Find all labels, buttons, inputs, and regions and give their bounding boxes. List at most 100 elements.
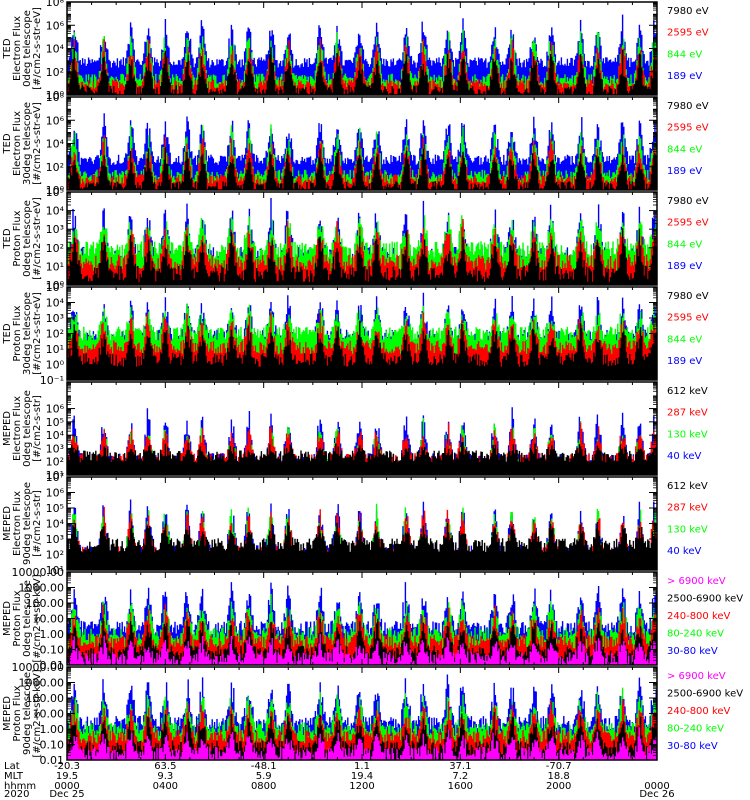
y-axis-label-line: 0deg telescope bbox=[22, 200, 33, 277]
legend-entry: 7980 eV bbox=[667, 101, 709, 112]
y-axis-label-line: [#/cm2-s-str-keV] bbox=[32, 669, 43, 757]
legend-entry: 240-800 keV bbox=[667, 611, 731, 622]
legend-entry: 30-80 keV bbox=[667, 646, 718, 657]
y-axis-label-line: MEPED bbox=[2, 601, 13, 636]
y-tick-label: 1.00 bbox=[40, 628, 65, 641]
y-tick-label: 10² bbox=[46, 549, 64, 562]
legend-entry: 287 keV bbox=[667, 503, 708, 514]
series-group bbox=[67, 674, 657, 760]
legend-entry: 189 eV bbox=[667, 356, 702, 367]
x-tick-label: -48.1 bbox=[251, 761, 277, 772]
legend-entry: 844 eV bbox=[667, 334, 702, 345]
y-tick-label: 0.01 bbox=[40, 659, 65, 672]
y-axis-label-line: MEPED bbox=[2, 411, 13, 446]
legend-entry: 40 keV bbox=[667, 546, 701, 557]
y-axis-label: MEPED Proton Flux 90deg telescope [#/cm2-s-… bbox=[2, 669, 43, 757]
legend-entry: 7980 eV bbox=[667, 196, 709, 207]
y-axis-label-line: Proton Flux bbox=[12, 305, 23, 361]
y-axis-label-line: Electron Flux bbox=[12, 491, 23, 556]
y-axis-label-line: Proton Flux bbox=[12, 590, 23, 646]
x-axis-row-label: MLT bbox=[4, 771, 24, 782]
series-group bbox=[67, 582, 657, 665]
y-tick-label: 10¹ bbox=[46, 564, 64, 577]
y-axis-label-line: TED bbox=[2, 38, 13, 59]
x-tick-label: 5.9 bbox=[256, 771, 272, 782]
y-axis-label: TED Proton Flux 0deg telescope [#/cm2-s-str… bbox=[2, 197, 43, 280]
y-axis-label-line: 0deg telescope bbox=[22, 10, 33, 87]
series-group bbox=[67, 198, 657, 285]
legend-entry: 612 keV bbox=[667, 481, 708, 492]
y-tick-label: 10¹ bbox=[46, 260, 64, 273]
y-tick-label: 10⁶ bbox=[46, 114, 65, 127]
y-axis-label-line: [#/cm2-s-str] bbox=[32, 395, 43, 462]
series-group bbox=[67, 113, 657, 190]
y-tick-label: 10⁰ bbox=[46, 359, 65, 372]
y-tick-label: 10⁶ bbox=[46, 403, 65, 416]
x-tick-label: 0000 bbox=[644, 781, 669, 792]
legend-entry: 80-240 keV bbox=[667, 724, 724, 735]
series-7980-ev bbox=[67, 320, 657, 380]
y-tick-label: 10⁶ bbox=[46, 487, 65, 500]
legend-entry: 2595 eV bbox=[667, 123, 709, 134]
legend-entry: 240-800 keV bbox=[667, 706, 731, 717]
legend-entry: 844 eV bbox=[667, 144, 702, 155]
y-tick-label: 10⁴ bbox=[46, 297, 65, 310]
y-tick-label: 100.00 bbox=[26, 692, 65, 705]
y-axis-label-line: 30deg telescope bbox=[22, 292, 33, 375]
y-axis-label: MEPED Proton Flux 0deg telescope [#/cm2-s-s… bbox=[2, 574, 43, 662]
y-tick-label: 10³ bbox=[46, 223, 64, 236]
legend-entry: 2500-6900 keV bbox=[667, 689, 743, 700]
series-group bbox=[67, 407, 657, 475]
y-tick-label: 10⁰ bbox=[46, 184, 65, 197]
y-axis-label-line: Proton Flux bbox=[12, 685, 23, 741]
y-tick-label: 10⁰ bbox=[46, 279, 65, 292]
y-tick-label: 10⁻¹ bbox=[40, 374, 64, 387]
y-tick-label: 10⁴ bbox=[46, 518, 65, 531]
y-axis-label-line: 90deg telescope bbox=[22, 482, 33, 565]
y-axis-label-line: 0deg telescope bbox=[22, 580, 33, 657]
x-tick-label: 0800 bbox=[251, 781, 276, 792]
x-tick-label: 1200 bbox=[349, 781, 374, 792]
x-tick-label: 7.2 bbox=[452, 771, 468, 782]
x-tick-label: 1600 bbox=[448, 781, 473, 792]
y-tick-label: 100.00 bbox=[26, 597, 65, 610]
y-tick-label: 10⁰ bbox=[46, 89, 65, 102]
y-tick-label: 10⁶ bbox=[46, 19, 65, 32]
x-tick-label: 0000 bbox=[54, 781, 79, 792]
y-axis-label-line: Electron Flux bbox=[12, 111, 23, 176]
y-axis-label-line: [#/cm2-s-str] bbox=[32, 490, 43, 557]
legend-entry: 40 keV bbox=[667, 451, 701, 462]
y-axis-label-line: TED bbox=[2, 323, 13, 344]
y-tick-label: 10³ bbox=[46, 312, 64, 325]
y-axis-label-line: MEPED bbox=[2, 506, 13, 541]
y-tick-label: 10⁴ bbox=[46, 138, 65, 151]
y-tick-label: 10000.00 bbox=[12, 566, 65, 579]
legend-entry: 130 keV bbox=[667, 429, 708, 440]
y-tick-label: 10⁸ bbox=[46, 91, 65, 104]
x-tick-label: 37.1 bbox=[449, 761, 471, 772]
y-tick-label: 10³ bbox=[46, 442, 64, 455]
y-tick-label: 10² bbox=[46, 161, 64, 174]
y-tick-label: 10² bbox=[46, 456, 64, 469]
y-tick-label: 10⁵ bbox=[46, 281, 64, 294]
y-axis-label-line: [#/cm2-s-str-eV] bbox=[32, 7, 43, 90]
y-tick-label: 1.00 bbox=[40, 723, 65, 736]
legend-entry: 287 keV bbox=[667, 408, 708, 419]
legend-entry: > 6900 keV bbox=[667, 576, 726, 587]
y-axis-label: MEPED Electron Flux 90deg telescope [#/cm2-… bbox=[2, 482, 43, 565]
y-tick-label: 10.00 bbox=[33, 708, 65, 721]
y-axis-label-line: Electron Flux bbox=[12, 396, 23, 461]
legend-entry: 2595 eV bbox=[667, 313, 709, 324]
legend-entry: 30-80 keV bbox=[667, 741, 718, 752]
series-group bbox=[67, 14, 657, 95]
y-tick-label: 10¹ bbox=[46, 343, 64, 356]
y-tick-label: 0.01 bbox=[40, 754, 65, 767]
x-axis-row-label: Lat bbox=[4, 761, 20, 772]
x-tick-label: Dec 26 bbox=[639, 789, 674, 800]
legend-entry: 189 eV bbox=[667, 166, 702, 177]
y-axis-label-line: [#/cm2-s-str-eV] bbox=[32, 197, 43, 280]
y-tick-label: 10.00 bbox=[33, 613, 65, 626]
